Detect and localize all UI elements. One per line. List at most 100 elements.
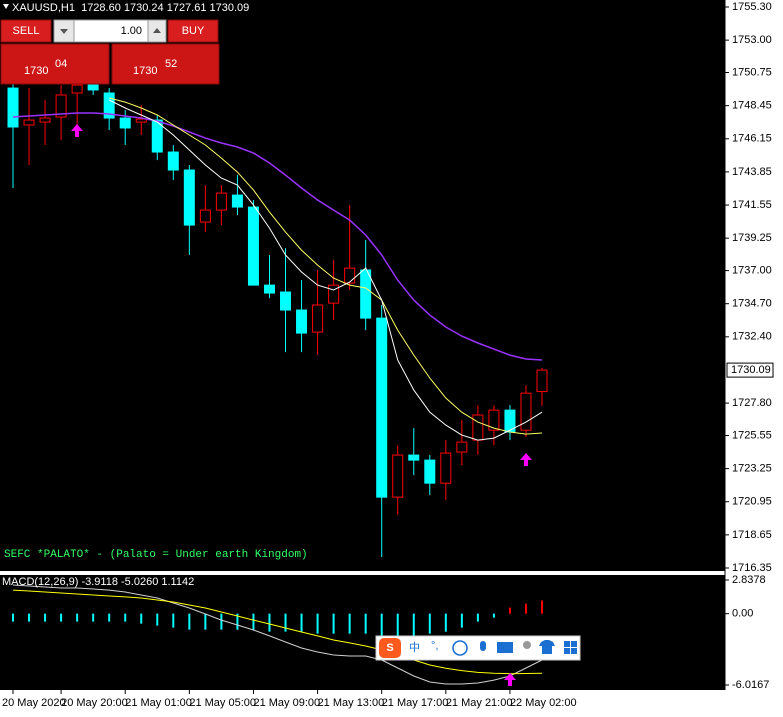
macd-bar	[541, 600, 543, 614]
marks	[7, 74, 548, 685]
macd-bar	[460, 613, 463, 628]
candle-body	[424, 459, 436, 484]
candle-body	[215, 192, 227, 211]
x-tick-label: 21 May 17:00	[382, 697, 449, 709]
ime-voice[interactable]	[480, 641, 486, 651]
sell-button[interactable]	[0, 19, 52, 43]
macd-bar	[508, 607, 511, 614]
buy-price: 1730	[133, 65, 157, 77]
candle-body	[344, 267, 356, 284]
macd-bar	[108, 613, 111, 622]
macd-bar	[156, 613, 159, 626]
macd-bar	[284, 613, 287, 632]
y-tick-label: 1737.00	[732, 264, 772, 276]
macd-bar	[444, 613, 447, 632]
x-tick-label: 22 May 02:00	[510, 697, 577, 709]
candle-body	[39, 117, 51, 123]
ime-menu	[571, 641, 577, 647]
macd-bar	[76, 613, 79, 622]
candle-body	[119, 117, 131, 129]
y-tick-label: 1741.55	[732, 199, 772, 211]
candle-body	[7, 87, 19, 128]
candle-body	[135, 118, 147, 123]
macd-bar	[268, 613, 271, 632]
candle-body	[536, 369, 548, 393]
ime-skin[interactable]	[539, 640, 555, 654]
y-tick-label: 1727.80	[732, 397, 772, 409]
candle-body	[408, 454, 420, 461]
x-tick-label: 21 May 01:00	[125, 697, 192, 709]
candle-body	[183, 169, 195, 226]
macd-bar	[28, 613, 31, 622]
candle-body	[151, 119, 163, 153]
ime-menu[interactable]	[564, 641, 570, 647]
ime-mode[interactable]: 中	[409, 641, 420, 654]
x-tick-label: 21 May 13:00	[318, 697, 385, 709]
ime-logo[interactable]: S	[386, 642, 393, 654]
signal-arrow	[520, 453, 532, 466]
macd-bar	[172, 613, 175, 628]
candle-body	[280, 291, 292, 311]
lot-up-arrow	[153, 28, 161, 33]
macd-bar	[524, 603, 527, 614]
x-tick-label: 21 May 21:00	[446, 697, 513, 709]
y-tick-label: 1746.15	[732, 133, 772, 145]
signal-arrow	[504, 673, 516, 686]
trade-panel: SELL 1.00 BUY 1730 04 1730 52	[0, 19, 220, 85]
macd-bar	[492, 613, 495, 618]
indicator-line	[12, 589, 543, 675]
y-tick-label: 1720.95	[732, 496, 772, 508]
x-tick-label: 21 May 05:00	[189, 697, 256, 709]
macd-bar	[380, 613, 383, 636]
macd-bar	[412, 613, 415, 636]
y-tick-label: 1755.30	[732, 1, 772, 13]
macd-bar	[364, 613, 367, 634]
y-tick-label: 1716.35	[732, 562, 772, 574]
ime-punct[interactable]: °,	[431, 640, 438, 652]
y-tick-label: 0.00	[732, 608, 753, 620]
ime-user[interactable]	[523, 641, 531, 649]
ime-logo-bg[interactable]	[379, 638, 401, 658]
candle-body	[456, 441, 468, 453]
buy-label[interactable]: BUY	[182, 25, 205, 37]
buy-button[interactable]	[167, 19, 219, 43]
ime-emoji[interactable]	[452, 640, 468, 656]
ime-menu	[564, 648, 570, 654]
indicator-line	[12, 112, 543, 361]
candle-body	[247, 206, 259, 286]
candle-body	[87, 84, 99, 91]
y-tick-label: 1718.65	[732, 529, 772, 541]
lot-down-arrow	[60, 29, 68, 34]
macd-bar	[348, 613, 351, 634]
candle-body	[312, 304, 324, 333]
y-tick-label: 1723.25	[732, 463, 772, 475]
sell-label[interactable]: SELL	[13, 25, 40, 37]
macd-bar	[60, 613, 63, 622]
macd-bar	[124, 613, 127, 622]
y-tick-label: 1739.25	[732, 232, 772, 244]
macd-title: MACD(12,26,9) -3.9118 -5.0260 1.1142	[2, 576, 194, 588]
buy-pips: 52	[165, 58, 177, 70]
chart-comment: SEFC *PALATO* - (Palato = Under earth Ki…	[4, 549, 308, 561]
macd-bar	[92, 613, 95, 622]
candle-body	[71, 84, 83, 94]
macd-bar	[332, 613, 335, 634]
y-tick-label: 1748.45	[732, 100, 772, 112]
sell-price-box[interactable]	[0, 43, 110, 85]
price-marker	[726, 362, 774, 378]
candle-body	[103, 92, 115, 119]
ime-keyboard[interactable]	[497, 642, 513, 653]
candle-body	[328, 284, 340, 304]
indicator-line	[12, 584, 543, 685]
buy-price-box[interactable]	[111, 43, 220, 85]
indicator-line	[109, 97, 543, 435]
candle-body	[167, 151, 179, 171]
macd-bar	[12, 613, 14, 622]
candle-body	[520, 392, 532, 431]
symbol-info: XAUUSD,H1 1728.60 1730.24 1727.61 1730.0…	[12, 2, 249, 14]
macd-bar	[44, 613, 47, 622]
lot-value[interactable]: 1.00	[121, 25, 142, 37]
candle-body	[23, 119, 35, 126]
y-tick-label: 2.8378	[732, 574, 766, 586]
